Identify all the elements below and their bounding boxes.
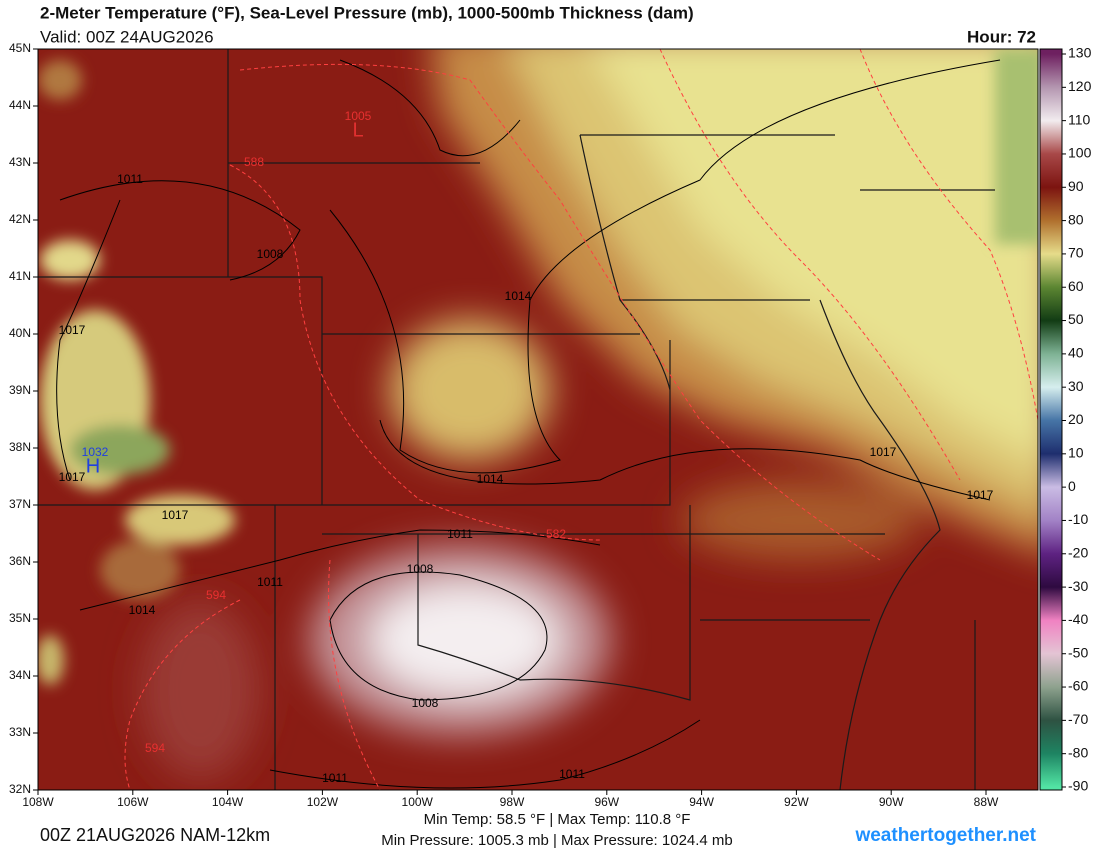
pressure-range: Min Pressure: 1005.3 mb | Max Pressure: … xyxy=(381,832,733,849)
lat-label: 37N xyxy=(9,497,31,511)
colorbar-label: -90 xyxy=(1068,778,1088,794)
colorbar-label: 80 xyxy=(1068,211,1084,227)
lon-label: 106W xyxy=(117,795,149,809)
lat-label: 41N xyxy=(9,269,31,283)
pressure-label: 1011 xyxy=(447,527,473,541)
map xyxy=(38,49,1038,790)
colorbar-label: -80 xyxy=(1068,744,1088,760)
thickness-label: 594 xyxy=(145,741,165,755)
colorbar-label: 90 xyxy=(1068,178,1084,194)
thickness-label: 582 xyxy=(546,527,566,541)
lon-label: 104W xyxy=(212,795,244,809)
lat-label: 35N xyxy=(9,611,31,625)
lat-label: 45N xyxy=(9,41,31,55)
colorbar-label: -50 xyxy=(1068,644,1088,660)
pressure-label: 1011 xyxy=(257,575,283,589)
high-marker: H xyxy=(86,455,100,477)
pressure-label: 1014 xyxy=(505,289,532,303)
pressure-label: 1008 xyxy=(407,562,434,576)
thickness-label: 594 xyxy=(206,588,226,602)
map-frame xyxy=(37,48,1039,791)
pressure-label: 1014 xyxy=(129,603,156,617)
colorbar-label: 40 xyxy=(1068,345,1084,361)
pressure-label: 1017 xyxy=(162,508,189,522)
pressure-label: 1008 xyxy=(412,696,439,710)
lon-label: 88W xyxy=(974,795,999,809)
lat-label: 33N xyxy=(9,725,31,739)
temp-range: Min Temp: 58.5 °F | Max Temp: 110.8 °F xyxy=(424,811,691,828)
colorbar-label: 10 xyxy=(1068,445,1084,461)
title: 2-Meter Temperature (°F), Sea-Level Pres… xyxy=(40,3,694,22)
valid-time: Valid: 00Z 24AUG2026 xyxy=(40,27,214,46)
lat-label: 40N xyxy=(9,326,31,340)
lat-label: 43N xyxy=(9,155,31,169)
lat-label: 44N xyxy=(9,98,31,112)
colorbar-label: -60 xyxy=(1068,678,1088,694)
colorbar-label: 100 xyxy=(1068,145,1092,161)
colorbar xyxy=(1039,48,1063,791)
lat-label: 34N xyxy=(9,668,31,682)
thickness-contours xyxy=(124,49,1038,790)
contour-labels: 1005 L 1011 1008 1014 1017 1017 1014 101… xyxy=(59,109,994,785)
thickness-label: 588 xyxy=(244,155,264,169)
lon-label: 98W xyxy=(500,795,525,809)
pressure-label: 1014 xyxy=(477,472,504,486)
pressure-label: 1008 xyxy=(257,247,284,261)
lon-label: 92W xyxy=(784,795,809,809)
colorbar-label: -30 xyxy=(1068,578,1088,594)
lat-label: 38N xyxy=(9,440,31,454)
colorbar-label: 30 xyxy=(1068,378,1084,394)
colorbar-label: 110 xyxy=(1068,111,1091,127)
colorbar-label: -40 xyxy=(1068,611,1088,627)
pressure-label: 1005 xyxy=(345,109,372,123)
high-value: 1032 xyxy=(82,445,109,459)
pressure-label: 1017 xyxy=(59,470,86,484)
lat-label: 39N xyxy=(9,383,31,397)
lon-label: 102W xyxy=(307,795,339,809)
low-marker: L xyxy=(352,119,363,141)
lon-label: 108W xyxy=(22,795,54,809)
lon-label: 96W xyxy=(594,795,619,809)
pressure-label: 1017 xyxy=(59,323,86,337)
axes: 45N 44N 43N 42N 41N 40N 39N 38N 37N 36N 35N 34N 33N 3… xyxy=(9,41,999,809)
colorbar-label: 70 xyxy=(1068,245,1084,261)
colorbar-label: 50 xyxy=(1068,311,1084,327)
colorbar-ticks: 1301201101009080706050403020100-10-20-30… xyxy=(1062,45,1092,794)
lon-label: 100W xyxy=(402,795,434,809)
colorbar-label: 60 xyxy=(1068,278,1084,294)
colorbar-label: 130 xyxy=(1068,45,1092,61)
colorbar-label: 20 xyxy=(1068,411,1084,427)
lat-label: 32N xyxy=(9,782,31,796)
colorbar-label: 120 xyxy=(1068,78,1092,94)
colorbar-label: -70 xyxy=(1068,711,1088,727)
forecast-hour: Hour: 72 xyxy=(967,27,1036,46)
colorbar-label: -10 xyxy=(1068,511,1088,527)
lat-label: 42N xyxy=(9,212,31,226)
pressure-label: 1017 xyxy=(967,488,994,502)
site-name: weathertogether.net xyxy=(854,825,1036,846)
colorbar-label: 0 xyxy=(1068,478,1076,494)
pressure-label: 1011 xyxy=(322,771,348,785)
pressure-label: 1017 xyxy=(870,445,897,459)
lon-label: 94W xyxy=(689,795,714,809)
lat-label: 36N xyxy=(9,554,31,568)
pressure-contours xyxy=(56,59,1001,789)
lon-label: 90W xyxy=(879,795,904,809)
model-run: 00Z 21AUG2026 NAM-12km xyxy=(40,825,270,845)
pressure-label: 1011 xyxy=(117,172,143,186)
colorbar-label: -20 xyxy=(1068,544,1088,560)
pressure-label: 1011 xyxy=(559,767,585,781)
